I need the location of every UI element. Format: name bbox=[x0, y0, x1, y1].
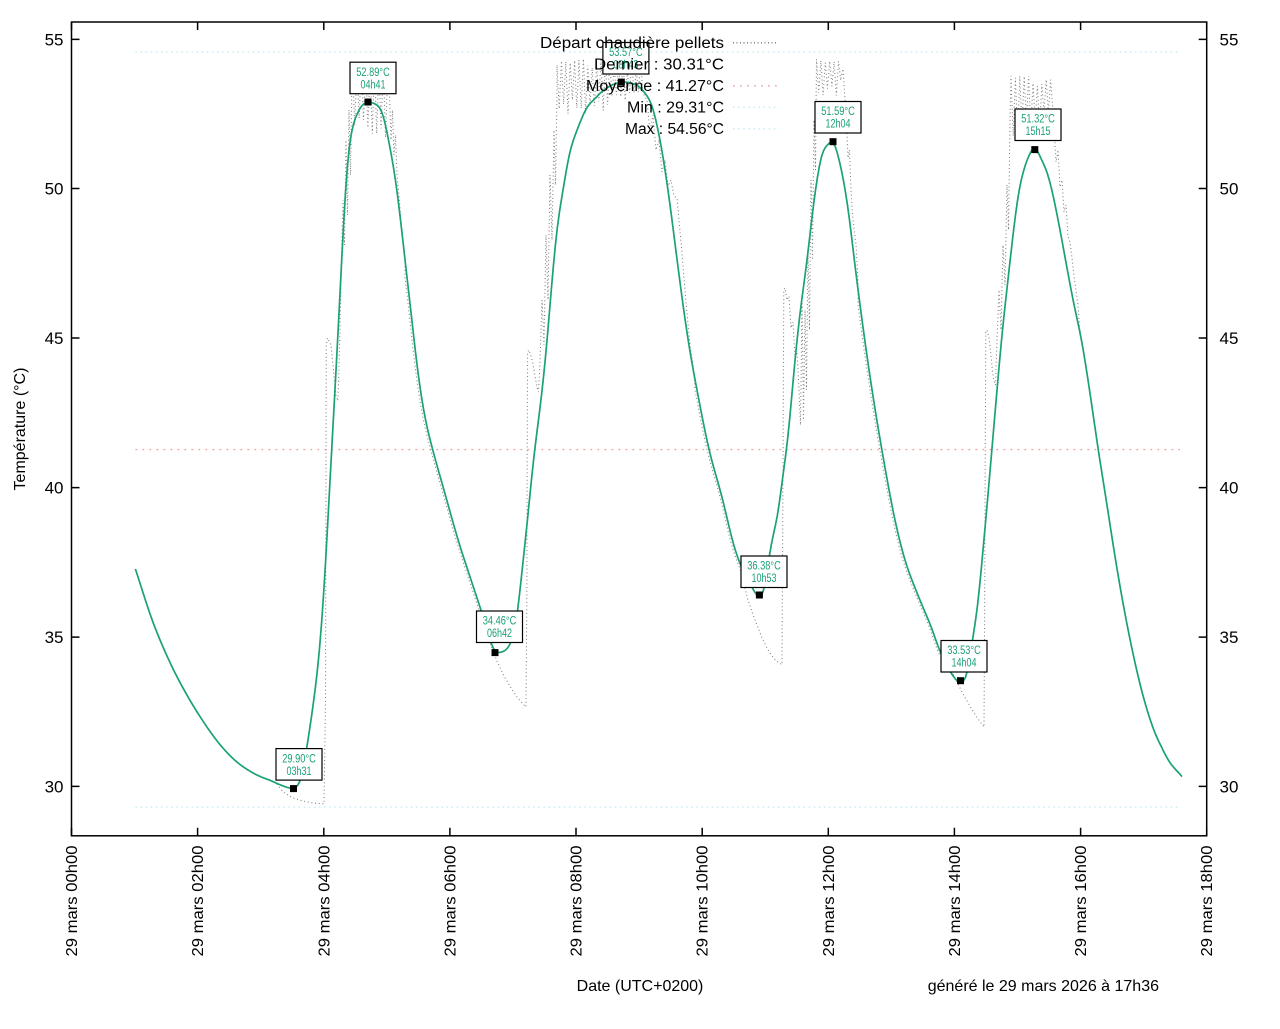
svg-text:Départ chaudière pellets: Départ chaudière pellets bbox=[540, 35, 724, 52]
svg-text:45: 45 bbox=[1220, 329, 1239, 348]
svg-text:15h15: 15h15 bbox=[1026, 126, 1051, 138]
svg-text:Max : 54.56°C: Max : 54.56°C bbox=[625, 121, 724, 138]
svg-text:Température (°C): Température (°C) bbox=[12, 368, 29, 491]
svg-text:29.90°C: 29.90°C bbox=[282, 753, 316, 765]
svg-text:55: 55 bbox=[1220, 30, 1239, 49]
svg-text:51.32°C: 51.32°C bbox=[1021, 114, 1055, 126]
svg-text:40: 40 bbox=[45, 479, 64, 498]
svg-text:53.57°C: 53.57°C bbox=[609, 47, 643, 59]
svg-text:29 mars 00h00: 29 mars 00h00 bbox=[64, 845, 81, 956]
svg-text:40: 40 bbox=[1220, 479, 1239, 498]
svg-text:45: 45 bbox=[45, 329, 64, 348]
svg-text:08h43: 08h43 bbox=[613, 60, 638, 72]
svg-text:35: 35 bbox=[45, 628, 64, 647]
svg-text:Moyenne : 41.27°C: Moyenne : 41.27°C bbox=[586, 78, 724, 95]
svg-text:55: 55 bbox=[45, 30, 64, 49]
svg-text:29 mars 14h00: 29 mars 14h00 bbox=[947, 845, 964, 956]
svg-text:29 mars 16h00: 29 mars 16h00 bbox=[1073, 845, 1090, 956]
svg-text:06h42: 06h42 bbox=[487, 628, 512, 640]
svg-text:29 mars 12h00: 29 mars 12h00 bbox=[821, 845, 838, 956]
svg-text:35: 35 bbox=[1220, 628, 1239, 647]
svg-text:36.38°C: 36.38°C bbox=[747, 561, 781, 573]
svg-text:29 mars 02h00: 29 mars 02h00 bbox=[190, 845, 207, 956]
svg-text:50: 50 bbox=[1220, 180, 1239, 199]
svg-text:Date (UTC+0200): Date (UTC+0200) bbox=[577, 978, 704, 995]
svg-text:généré le 29 mars 2026 à 17h36: généré le 29 mars 2026 à 17h36 bbox=[928, 978, 1159, 995]
svg-text:03h31: 03h31 bbox=[287, 766, 312, 778]
svg-text:14h04: 14h04 bbox=[952, 658, 977, 670]
svg-text:10h53: 10h53 bbox=[752, 573, 777, 585]
svg-text:30: 30 bbox=[1220, 777, 1239, 796]
svg-text:29 mars 08h00: 29 mars 08h00 bbox=[569, 845, 586, 956]
svg-text:04h41: 04h41 bbox=[361, 79, 386, 91]
svg-text:29 mars 10h00: 29 mars 10h00 bbox=[695, 845, 712, 956]
svg-text:29 mars 06h00: 29 mars 06h00 bbox=[442, 845, 459, 956]
svg-text:Dernier : 30.31°C: Dernier : 30.31°C bbox=[594, 57, 724, 74]
svg-text:12h04: 12h04 bbox=[826, 119, 851, 131]
svg-text:50: 50 bbox=[45, 180, 64, 199]
svg-text:29 mars 18h00: 29 mars 18h00 bbox=[1199, 845, 1216, 956]
svg-text:29 mars 04h00: 29 mars 04h00 bbox=[316, 845, 333, 956]
svg-text:51.59°C: 51.59°C bbox=[821, 106, 855, 118]
svg-text:30: 30 bbox=[45, 777, 64, 796]
svg-text:52.89°C: 52.89°C bbox=[356, 67, 390, 79]
svg-text:Min : 29.31°C: Min : 29.31°C bbox=[627, 100, 724, 117]
svg-text:33.53°C: 33.53°C bbox=[947, 645, 981, 657]
svg-text:34.46°C: 34.46°C bbox=[483, 616, 517, 628]
